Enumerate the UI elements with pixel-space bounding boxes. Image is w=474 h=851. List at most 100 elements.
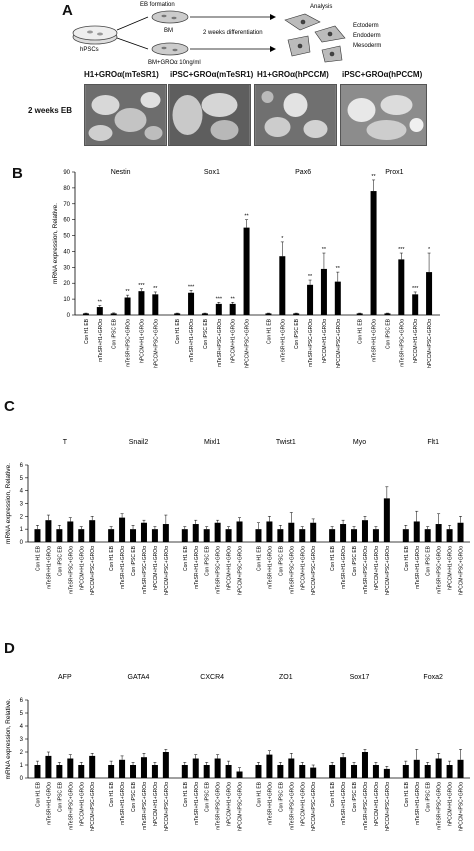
y-tick-label: 10 xyxy=(63,297,70,303)
bar xyxy=(277,529,284,542)
gene-label-gata4: GATA4 xyxy=(128,674,150,681)
category-label: Con H1 EB xyxy=(35,545,41,571)
category-label: Con H1 EB xyxy=(256,545,262,571)
bar xyxy=(293,313,300,315)
category-label: Con iPSC EB xyxy=(352,545,358,576)
category-label: Con H1 EB xyxy=(109,781,115,807)
bar xyxy=(361,752,368,778)
significance-label: *** xyxy=(216,296,223,302)
bar xyxy=(138,291,145,315)
y-tick-label: 6 xyxy=(20,463,24,469)
bar xyxy=(89,520,96,542)
panel-letter-b: B xyxy=(12,165,23,182)
significance-label: *** xyxy=(188,284,195,290)
bm-label: BM xyxy=(164,28,173,34)
y-tick-label: 1 xyxy=(20,763,24,769)
bar xyxy=(215,303,222,315)
bar xyxy=(361,520,368,542)
category-label: Con iPSC EB xyxy=(112,318,118,349)
category-label: mTeSR+iPSC+GROα xyxy=(399,319,405,367)
bar xyxy=(67,521,74,542)
bar xyxy=(266,754,273,778)
category-label: hPCCM+iPSC+GROα xyxy=(164,546,170,595)
category-label: Con H1 EB xyxy=(404,545,410,571)
bar xyxy=(398,259,405,315)
category-label: Con iPSC EB xyxy=(385,318,391,349)
bar xyxy=(119,517,126,542)
y-axis-label: mRNA expression, Relative. xyxy=(5,698,12,779)
bar xyxy=(340,757,347,778)
panel-letter-a: A xyxy=(62,2,73,19)
category-label: Con iPSC EB xyxy=(205,545,211,576)
bar xyxy=(372,529,379,542)
bar xyxy=(426,272,433,315)
category-label: mTeSR+H1+GROα xyxy=(372,319,378,362)
significance-label: ** xyxy=(125,289,130,295)
bar xyxy=(236,521,243,542)
y-tick-label: 0 xyxy=(20,776,24,782)
bar xyxy=(307,284,314,315)
bar xyxy=(162,752,169,778)
category-label: mTeSR+H1+GROα xyxy=(98,319,104,362)
bar xyxy=(192,524,199,542)
bar xyxy=(383,768,390,778)
category-label: mTeSR+H1+GROα xyxy=(194,782,200,825)
bar xyxy=(255,765,262,778)
y-axis-label: mRNA expression, Relative. xyxy=(5,463,12,544)
category-label: hPCCM+H1+GROα xyxy=(79,546,85,590)
gene-label-cxcr4: CXCR4 xyxy=(200,674,224,681)
bar xyxy=(108,765,115,778)
category-label: mTeSR+iPSC+GROα xyxy=(363,546,369,594)
y-tick-label: 60 xyxy=(63,218,70,224)
y-tick-label: 50 xyxy=(63,234,70,240)
bar xyxy=(320,268,327,315)
gene-label-zo1: ZO1 xyxy=(279,674,293,681)
category-label: Con iPSC EB xyxy=(278,781,284,812)
bar xyxy=(334,281,341,315)
bar xyxy=(299,529,306,542)
bar xyxy=(424,765,431,778)
significance-label: *** xyxy=(138,283,145,289)
gene-label-sox1: Sox1 xyxy=(204,169,220,176)
category-label: mTeSR+iPSC+GROα xyxy=(363,782,369,830)
category-label: Con iPSC EB xyxy=(131,781,137,812)
category-label: mTeSR+iPSC+GROα xyxy=(142,546,148,594)
category-label: mTeSR+H1+GROα xyxy=(415,782,421,825)
category-label: Con iPSC EB xyxy=(426,781,432,812)
bar xyxy=(108,529,115,542)
photo-title-3: H1+GROα(hPCCM) xyxy=(257,70,329,79)
bar xyxy=(266,521,273,542)
bar xyxy=(124,297,131,315)
bar xyxy=(130,529,137,542)
bar xyxy=(383,498,390,542)
category-label: hPCCM+iPSC+GROα xyxy=(385,782,391,831)
bar xyxy=(446,765,453,778)
category-label: Con H1 EB xyxy=(330,781,336,807)
bar xyxy=(310,522,317,542)
category-label: Con H1 EB xyxy=(404,781,410,807)
category-label: mTeSR+H1+GROα xyxy=(46,782,52,825)
bar xyxy=(413,521,420,542)
gene-label-foxa2: Foxa2 xyxy=(423,674,443,681)
category-label: mTeSR+iPSC+GROα xyxy=(437,782,443,830)
category-label: hPCCM+iPSC+GROα xyxy=(311,546,317,595)
bar xyxy=(162,524,169,542)
gene-label-prox1: Prox1 xyxy=(385,169,403,176)
bar xyxy=(299,765,306,778)
gene-label-mixl1: Mixl1 xyxy=(204,439,220,446)
y-tick-label: 80 xyxy=(63,186,70,192)
bar xyxy=(310,767,317,778)
category-label: Con H1 EB xyxy=(35,781,41,807)
category-label: hPCCM+H1+GROα xyxy=(374,546,380,590)
significance-label: *** xyxy=(398,247,405,253)
bar xyxy=(45,520,52,542)
eb-photo-2 xyxy=(168,84,251,146)
lineage-endoderm: Endoderm xyxy=(353,33,381,39)
row-label: 2 weeks EB xyxy=(28,106,73,115)
bar xyxy=(192,758,199,778)
category-label: hPCCM+H1+GROα xyxy=(448,546,454,590)
category-label: hPCCM+iPSC+GROα xyxy=(238,782,244,831)
category-label: Con H1 EB xyxy=(183,781,189,807)
category-label: hPCCM+iPSC+GROα xyxy=(427,319,433,368)
bm-gro-label: BM+GROα 10ng/ml xyxy=(148,60,201,66)
